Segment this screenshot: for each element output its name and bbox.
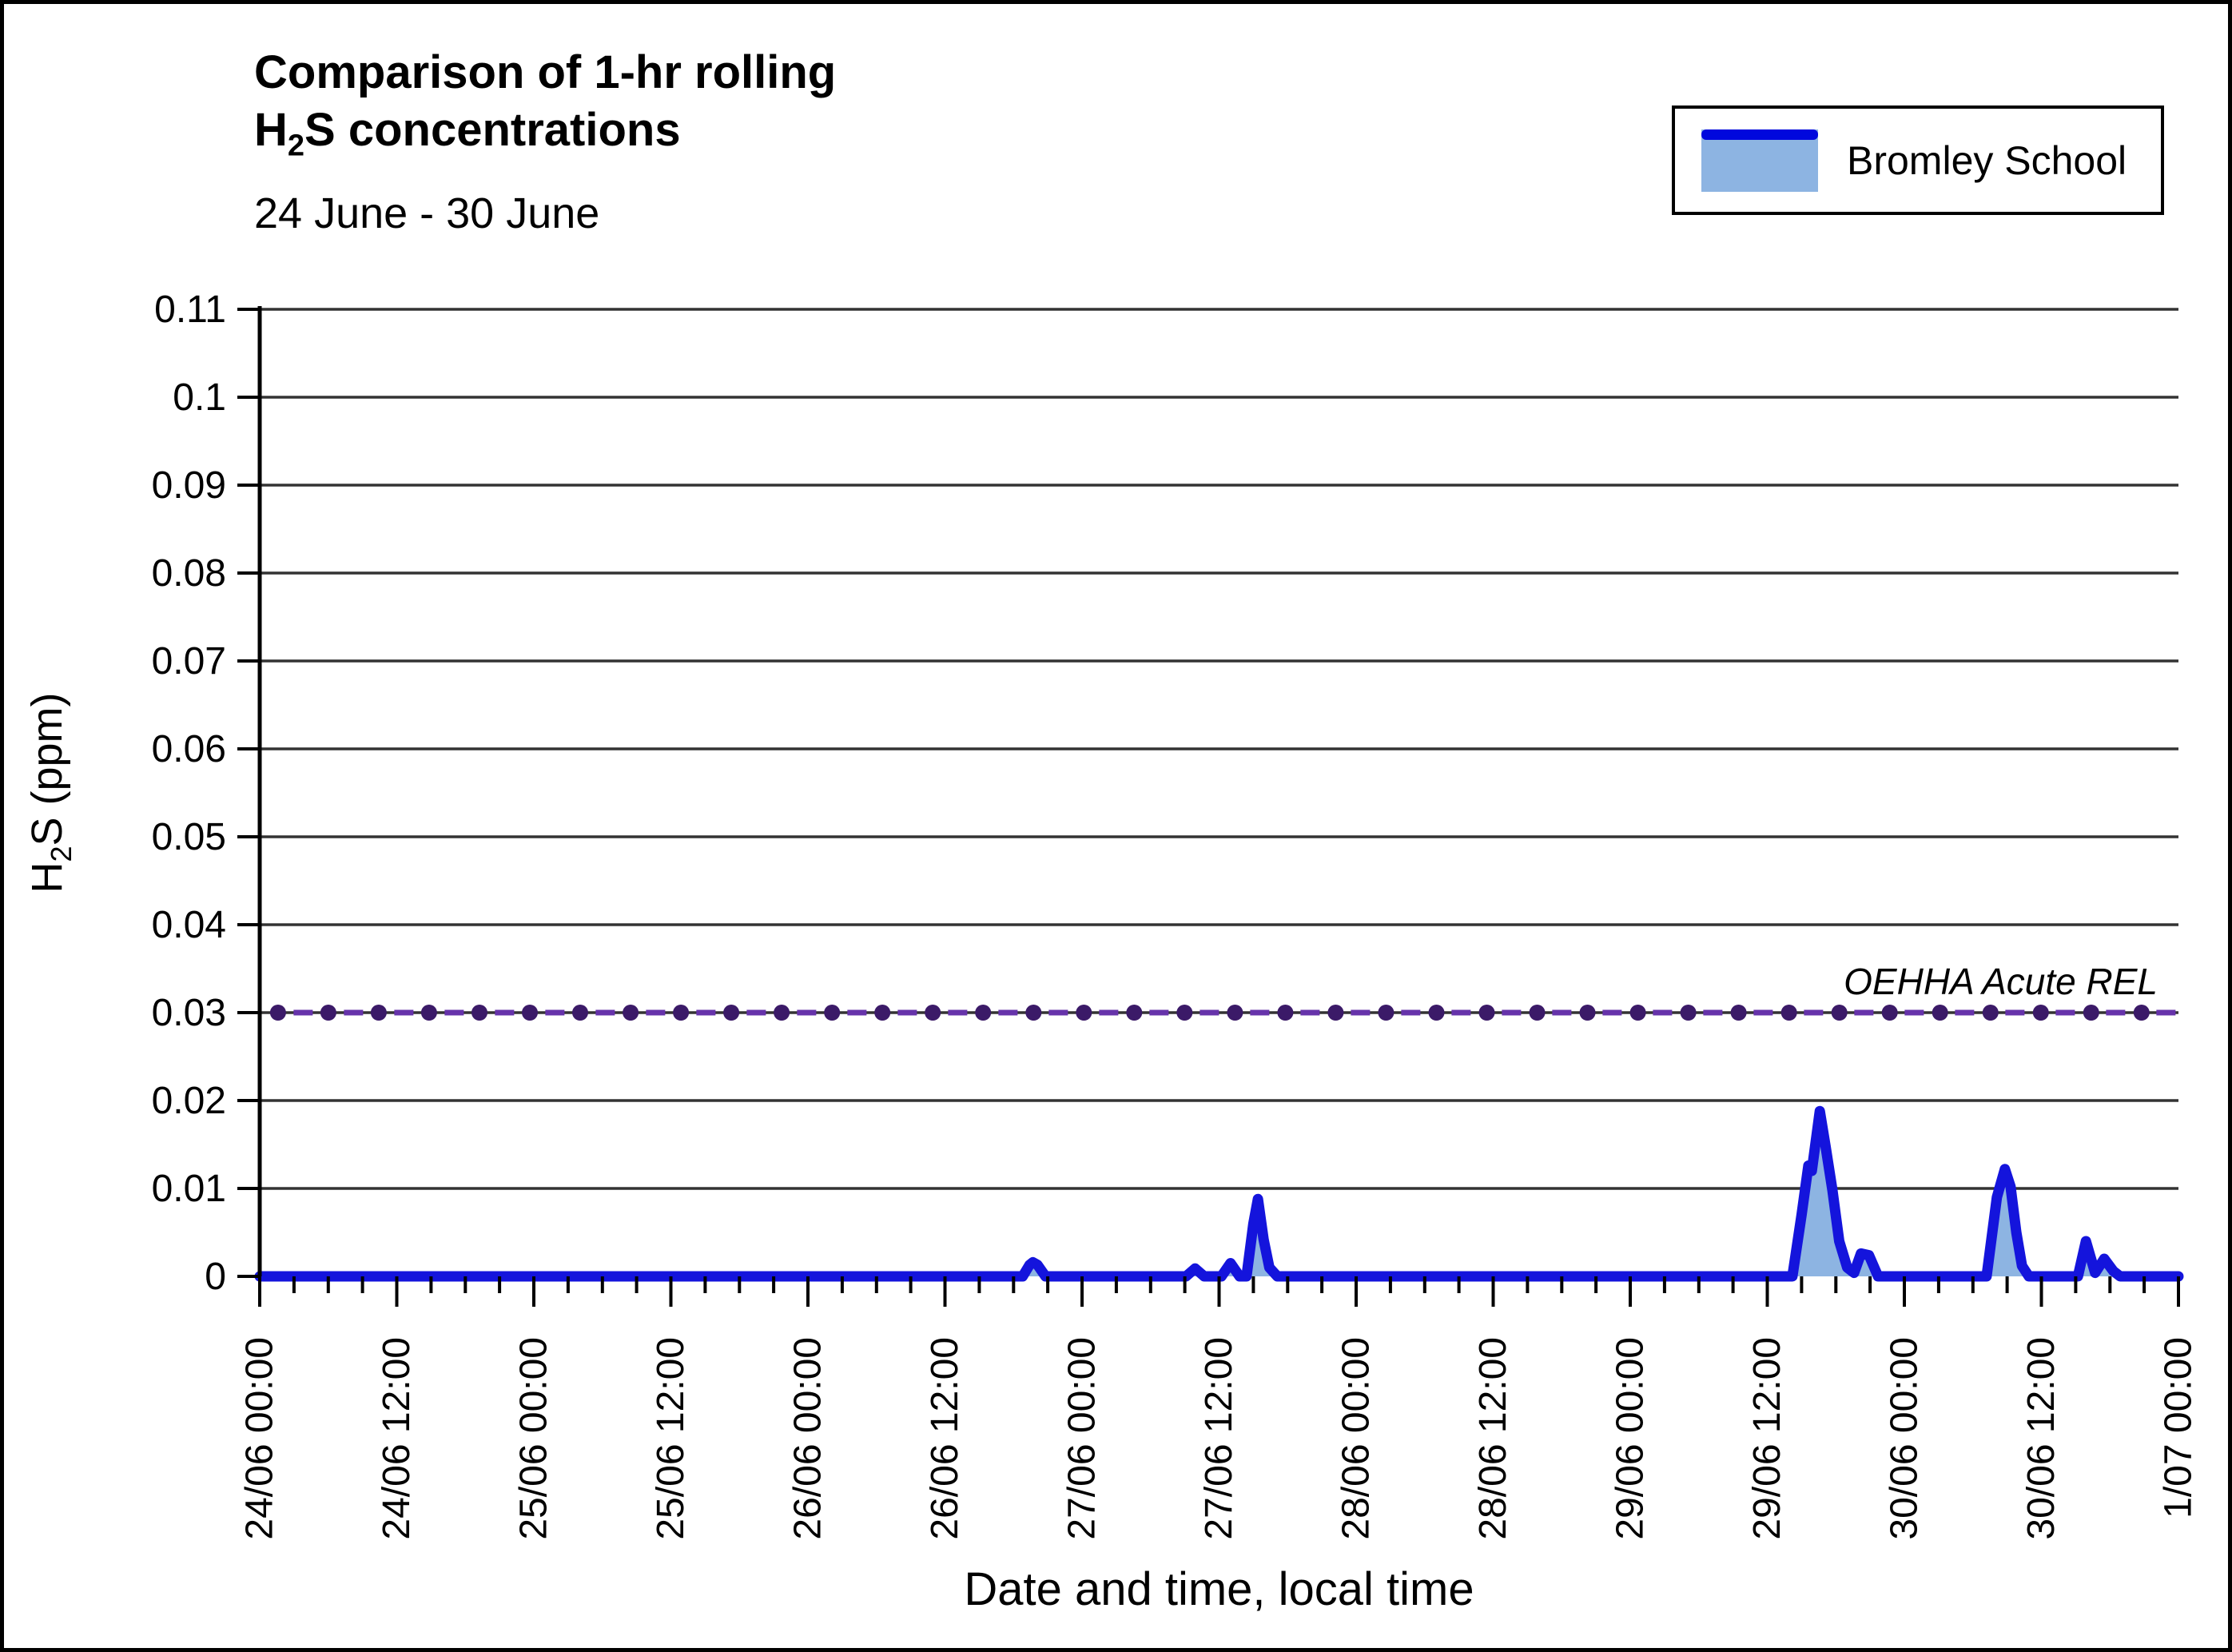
rel-marker [2032, 1005, 2049, 1021]
y-tick-label: 0.02 [152, 1080, 226, 1122]
chart-title-line2: H2S concentrations [254, 102, 836, 175]
chart-title-line1: Comparison of 1-hr rolling [254, 46, 837, 98]
x-tick-label: 24/06 00:00 [239, 1337, 281, 1540]
rel-marker [1629, 1005, 1646, 1021]
rel-marker [1025, 1005, 1042, 1021]
x-tick-label: 26/06 12:00 [924, 1337, 966, 1540]
x-tick-label: 24/06 12:00 [376, 1337, 418, 1540]
rel-marker [723, 1005, 740, 1021]
x-tick-label: 30/06 00:00 [1884, 1337, 1926, 1540]
y-tick-label: 0.05 [152, 816, 226, 858]
x-tick-label: 30/06 12:00 [2020, 1337, 2063, 1540]
y-tick-label: 0.1 [173, 376, 226, 419]
y-tick-label: 0 [205, 1256, 226, 1298]
x-tick-label: 28/06 00:00 [1335, 1337, 1378, 1540]
y-title-h: H [23, 862, 72, 894]
rel-marker [1529, 1005, 1546, 1021]
rel-marker [874, 1005, 891, 1021]
rel-marker [1780, 1005, 1797, 1021]
legend-label: Bromley School [1847, 137, 2127, 183]
rel-marker [1327, 1005, 1344, 1021]
rel-marker [2083, 1005, 2099, 1021]
legend: Bromley School [1672, 105, 2164, 215]
rel-marker [975, 1005, 992, 1021]
rel-marker [1277, 1005, 1294, 1021]
rel-marker [1478, 1005, 1495, 1021]
x-axis: 24/06 00:00 24/06 12:00 25/06 00:00 25/06 1… [239, 1276, 2200, 1540]
x-tick-label: 25/06 00:00 [513, 1337, 555, 1540]
rel-marker [1680, 1005, 1697, 1021]
y-tick-label: 0.04 [152, 904, 226, 946]
chart-title-sub2: 2 [287, 129, 305, 163]
rel-marker [1126, 1005, 1143, 1021]
chart-subtitle: 24 June - 30 June [254, 189, 600, 237]
y-tick-label: 0.08 [152, 552, 226, 595]
rel-marker [1831, 1005, 1848, 1021]
x-tick-label: 29/06 00:00 [1609, 1337, 1652, 1540]
x-tick-label: 25/06 12:00 [650, 1337, 692, 1540]
legend-swatch-line [1701, 129, 1818, 140]
y-tick-label: 0.07 [152, 640, 226, 683]
y-tick-label: 0.09 [152, 464, 226, 507]
legend-swatch-area [1701, 129, 1818, 192]
x-tick-label: 29/06 12:00 [1746, 1337, 1788, 1540]
y-title-sub2: 2 [44, 846, 78, 862]
y-tick-label: 0.06 [152, 728, 226, 770]
rel-marker [2133, 1005, 2150, 1021]
rel-line [269, 1005, 2178, 1021]
y-title-rest: S (ppm) [23, 692, 72, 846]
rel-marker [1881, 1005, 1898, 1021]
rel-marker [673, 1005, 690, 1021]
rel-marker [1378, 1005, 1395, 1021]
chart-title-h: H [254, 104, 288, 156]
rel-marker [1428, 1005, 1445, 1021]
x-tick-label: 1/07 00:00 [2158, 1337, 2200, 1519]
rel-marker [1932, 1005, 1948, 1021]
y-tick-label: 0.11 [154, 289, 226, 331]
rel-marker [471, 1005, 487, 1021]
rel-marker [1579, 1005, 1596, 1021]
x-tick-label: 26/06 00:00 [787, 1337, 830, 1540]
rel-marker [623, 1005, 639, 1021]
rel-annotation: OEHHA Acute REL [1844, 961, 2158, 1002]
y-tick-label: 0.03 [152, 992, 226, 1034]
x-axis-title: Date and time, local time [964, 1563, 1474, 1615]
rel-marker [572, 1005, 588, 1021]
x-tick-label: 27/06 12:00 [1198, 1337, 1240, 1540]
gridlines [260, 308, 2178, 1190]
chart-title: Comparison of 1-hr rolling H2S concentra… [254, 44, 836, 175]
series-fill [260, 1111, 2178, 1276]
rel-marker [774, 1005, 790, 1021]
chart-title-rest: S concentrations [304, 104, 681, 156]
rel-marker [1730, 1005, 1747, 1021]
rel-marker [420, 1005, 437, 1021]
rel-marker [320, 1005, 336, 1021]
rel-marker [925, 1005, 941, 1021]
y-tick-label: 0.01 [152, 1168, 226, 1210]
rel-marker [269, 1005, 286, 1021]
rel-marker [1227, 1005, 1243, 1021]
rel-marker [1176, 1005, 1193, 1021]
rel-marker [522, 1005, 538, 1021]
series-line [254, 1105, 2184, 1282]
plot-area: 0 0.01 0.02 0.03 0.04 0.05 0.06 0.07 0.08 0.09 0.1… [152, 289, 2200, 1540]
x-tick-label: 27/06 00:00 [1061, 1337, 1104, 1540]
rel-marker [1076, 1005, 1092, 1021]
x-tick-label: 28/06 12:00 [1472, 1337, 1514, 1540]
rel-marker [370, 1005, 387, 1021]
y-axis: 0 0.01 0.02 0.03 0.04 0.05 0.06 0.07 0.08 0.09 0.1… [152, 289, 262, 1298]
rel-marker [824, 1005, 841, 1021]
rel-marker [1982, 1005, 1999, 1021]
